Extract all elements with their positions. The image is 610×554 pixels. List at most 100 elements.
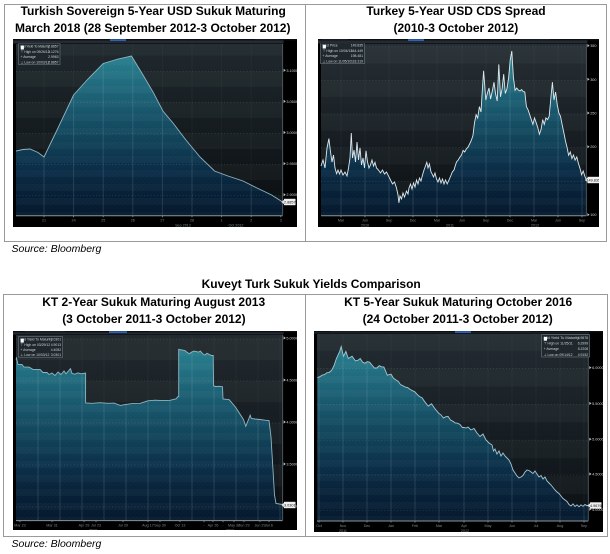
svg-text:Mar: Mar [531, 219, 538, 223]
svg-text:4.5000: 4.5000 [592, 473, 603, 477]
svg-text:Mar: Mar [434, 219, 441, 223]
svg-text:Jun: Jun [555, 219, 561, 223]
svg-text:Jul 29: Jul 29 [118, 524, 128, 528]
svg-text:Apr 29: Apr 29 [79, 524, 90, 528]
svg-text:⊤ High on 03/29/12: ⊤ High on 03/29/12 [20, 343, 50, 347]
svg-text:Dec: Dec [364, 524, 371, 528]
svg-text:⊥ Low on 09/14/12: ⊥ Low on 09/14/12 [544, 353, 573, 357]
svg-text:Apr 26: Apr 26 [208, 524, 219, 528]
svg-text:2012: 2012 [89, 529, 97, 530]
svg-text:350: 350 [590, 44, 596, 48]
svg-text:Mar 23: Mar 23 [14, 524, 25, 528]
svg-text:Jan: Jan [388, 524, 394, 528]
svg-text:5.0000: 5.0000 [286, 337, 297, 341]
svg-text:Jun 29: Jun 29 [238, 524, 249, 528]
svg-text:Jul: Jul [534, 524, 539, 528]
svg-text:2.8857: 2.8857 [48, 60, 58, 64]
svg-text:+ Average: + Average [544, 347, 559, 351]
svg-text:5.5000: 5.5000 [592, 402, 603, 406]
svg-text:149.835: 149.835 [586, 179, 599, 183]
svg-text:24: 24 [72, 219, 76, 223]
svg-text:Oct 2012: Oct 2012 [229, 224, 244, 227]
svg-text:⊤ High on 10/04/11: ⊤ High on 10/04/11 [323, 49, 353, 53]
svg-text:⊤ High on 11/25/11: ⊤ High on 11/25/11 [544, 342, 573, 346]
svg-text:2011: 2011 [446, 224, 454, 227]
svg-text:2010: 2010 [361, 224, 369, 227]
svg-text:⊤ High on 09/26/12: ⊤ High on 09/26/12 [21, 50, 50, 54]
svg-text:Jul 23: Jul 23 [91, 524, 101, 528]
svg-text:May 30: May 30 [228, 524, 240, 528]
svg-text:27: 27 [160, 219, 164, 223]
svg-text:Jun: Jun [362, 219, 368, 223]
svg-text:Sep 30: Sep 30 [154, 524, 166, 528]
svg-text:Aug 17: Aug 17 [142, 524, 154, 528]
svg-text:4.4082: 4.4082 [51, 348, 61, 352]
svg-text:4.9676: 4.9676 [590, 504, 602, 508]
svg-text:-: - [203, 524, 205, 528]
svg-text:⊥ Low on 11/05/10: ⊥ Low on 11/05/10 [323, 59, 352, 63]
svg-text:+ Average: + Average [20, 348, 35, 352]
svg-text:2.9000: 2.9000 [286, 193, 297, 197]
svg-text:21: 21 [42, 219, 46, 223]
svg-text:Jun 29: Jun 29 [254, 524, 265, 528]
svg-text:Mid Yield To Maturity: Mid Yield To Maturity [544, 336, 580, 340]
svg-text:May: May [485, 524, 492, 528]
svg-text:Oct: Oct [316, 524, 322, 528]
svg-text:Mid Yield To Maturity: Mid Yield To Maturity [20, 338, 52, 342]
svg-text:3.1000: 3.1000 [286, 69, 297, 73]
svg-text:Sep: Sep [581, 524, 588, 528]
svg-text:2011: 2011 [339, 529, 347, 532]
svg-text:3: 3 [280, 219, 282, 223]
svg-text:3.0301: 3.0301 [284, 504, 296, 508]
svg-text:+ Average: + Average [21, 55, 36, 59]
svg-text:2.8857: 2.8857 [48, 45, 58, 49]
svg-text:2: 2 [250, 219, 252, 223]
svg-text:Sep: Sep [386, 219, 393, 223]
svg-text:4.9152: 4.9152 [578, 353, 588, 357]
svg-text:2012: 2012 [531, 224, 539, 227]
svg-text:3.1276: 3.1276 [48, 50, 58, 54]
svg-text:Aug: Aug [557, 524, 564, 528]
svg-text:Sep: Sep [579, 219, 586, 223]
svg-text:344.449: 344.449 [351, 49, 363, 53]
svg-text:2.9500: 2.9500 [286, 162, 297, 166]
svg-text:⊥ Low on 10/03/12: ⊥ Low on 10/03/12 [20, 353, 49, 357]
svg-text:⊥ Low on 10/03/12: ⊥ Low on 10/03/12 [21, 60, 50, 64]
svg-text:4.5000: 4.5000 [286, 379, 297, 383]
svg-text:Dec: Dec [410, 219, 417, 223]
svg-text:-: - [222, 524, 224, 528]
svg-text:Mar: Mar [436, 524, 443, 528]
svg-text:Sep 2012: Sep 2012 [175, 224, 191, 227]
svg-text:3.5000: 3.5000 [286, 463, 297, 467]
svg-text:4.9676: 4.9676 [578, 336, 588, 340]
svg-text:1: 1 [221, 219, 223, 223]
svg-text:Apr: Apr [461, 524, 468, 528]
svg-text:4.0000: 4.0000 [592, 508, 603, 512]
svg-text:3.0301: 3.0301 [51, 338, 61, 342]
svg-text:Last Price: Last Price [323, 44, 338, 48]
svg-text:200: 200 [590, 145, 596, 149]
svg-text:Mar 31: Mar 31 [46, 524, 57, 528]
svg-text:250: 250 [590, 112, 596, 116]
svg-text:2.8857: 2.8857 [284, 201, 296, 205]
svg-text:Oct 13: Oct 13 [175, 524, 186, 528]
svg-text:Jun: Jun [509, 524, 515, 528]
svg-text:Mid Yield To Maturity: Mid Yield To Maturity [21, 45, 50, 49]
svg-text:6.2999: 6.2999 [578, 342, 588, 346]
svg-text:2012: 2012 [226, 529, 234, 530]
svg-text:+ Average: + Average [323, 54, 338, 58]
svg-text:5.2208: 5.2208 [578, 347, 588, 351]
svg-text:4.0000: 4.0000 [286, 421, 297, 425]
svg-text:2012: 2012 [461, 529, 469, 532]
svg-text:26: 26 [131, 219, 135, 223]
svg-text:Feb: Feb [412, 524, 418, 528]
svg-text:198.481: 198.481 [351, 54, 363, 58]
svg-text:Nov: Nov [340, 524, 347, 528]
svg-text:3.0000: 3.0000 [286, 131, 297, 135]
svg-text:Jul 6: Jul 6 [265, 524, 273, 528]
svg-text:28: 28 [190, 219, 194, 223]
svg-text:4.9013: 4.9013 [51, 343, 61, 347]
svg-text:6.0000: 6.0000 [592, 366, 603, 370]
svg-text:2.9963: 2.9963 [48, 55, 58, 59]
svg-text:Sep: Sep [483, 219, 490, 223]
